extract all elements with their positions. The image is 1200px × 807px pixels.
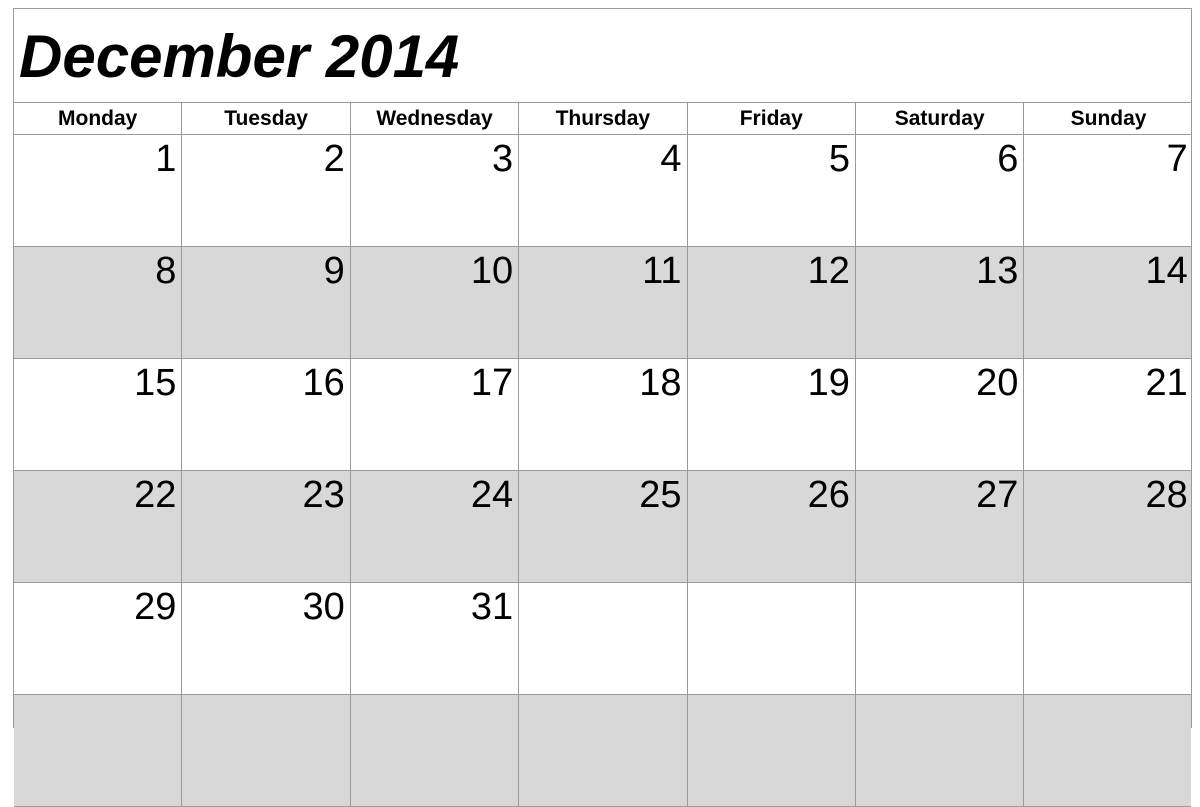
day-cell: 10 xyxy=(351,247,520,358)
day-number: 6 xyxy=(997,138,1019,180)
day-number: 27 xyxy=(976,474,1019,516)
day-cell: 8 xyxy=(14,247,183,358)
day-number: 21 xyxy=(1145,362,1188,404)
day-cell: 27 xyxy=(856,471,1025,582)
weekday-header-wednesday: Wednesday xyxy=(351,103,520,134)
day-cell xyxy=(1024,583,1192,694)
day-number: 16 xyxy=(302,362,345,404)
day-cell: 13 xyxy=(856,247,1025,358)
day-cell: 6 xyxy=(856,135,1025,246)
day-number: 29 xyxy=(134,586,177,628)
day-number: 23 xyxy=(302,474,345,516)
day-number: 19 xyxy=(807,362,850,404)
day-cell: 2 xyxy=(182,135,351,246)
day-cell xyxy=(856,583,1025,694)
day-cell: 17 xyxy=(351,359,520,470)
day-cell xyxy=(856,695,1025,806)
day-number: 26 xyxy=(807,474,850,516)
day-cell: 15 xyxy=(14,359,183,470)
day-cell: 21 xyxy=(1024,359,1192,470)
day-cell: 14 xyxy=(1024,247,1192,358)
weekday-header-friday: Friday xyxy=(688,103,856,134)
day-cell: 7 xyxy=(1024,135,1192,246)
week-row-6 xyxy=(14,695,1191,807)
day-cell: 18 xyxy=(519,359,688,470)
day-cell: 9 xyxy=(182,247,351,358)
day-number: 4 xyxy=(660,138,682,180)
day-number: 22 xyxy=(134,474,177,516)
day-number: 18 xyxy=(639,362,682,404)
weekday-header-tuesday: Tuesday xyxy=(182,103,351,134)
day-number: 15 xyxy=(134,362,177,404)
week-row-2: 8 9 10 11 12 13 14 xyxy=(14,247,1191,359)
day-cell xyxy=(688,583,856,694)
title-bar: December 2014 xyxy=(14,9,1191,103)
day-number: 11 xyxy=(642,250,682,292)
week-row-3: 15 16 17 18 19 20 21 xyxy=(14,359,1191,471)
week-row-5: 29 30 31 xyxy=(14,583,1191,695)
day-number: 5 xyxy=(828,138,850,180)
day-cell: 11 xyxy=(519,247,688,358)
day-number: 31 xyxy=(470,586,514,628)
day-cell: 4 xyxy=(519,135,688,246)
day-cell: 23 xyxy=(182,471,351,582)
day-number: 14 xyxy=(1145,250,1188,292)
day-cell xyxy=(351,695,520,806)
day-cell xyxy=(1024,695,1192,806)
day-cell: 29 xyxy=(14,583,183,694)
week-row-4: 22 23 24 25 26 27 28 xyxy=(14,471,1191,583)
week-row-1: 1 2 3 4 5 6 7 xyxy=(14,135,1191,247)
day-cell: 22 xyxy=(14,471,183,582)
weekday-header-monday: Monday xyxy=(14,103,183,134)
day-number: 30 xyxy=(302,586,345,628)
day-number: 10 xyxy=(470,250,514,292)
day-number: 28 xyxy=(1145,474,1188,516)
weekday-header-row: Monday Tuesday Wednesday Thursday Friday… xyxy=(14,103,1191,135)
day-cell: 30 xyxy=(182,583,351,694)
weekday-header-sunday: Sunday xyxy=(1070,107,1147,130)
day-number: 20 xyxy=(976,362,1019,404)
calendar-weeks: 1 2 3 4 5 6 7 8 9 10 11 12 13 14 15 16 1… xyxy=(14,135,1191,807)
day-number: 1 xyxy=(155,138,177,180)
day-cell xyxy=(14,695,183,806)
day-number: 24 xyxy=(470,474,514,516)
day-number: 8 xyxy=(155,250,177,292)
calendar-title: December 2014 xyxy=(19,23,460,90)
day-cell: 31 xyxy=(351,583,520,694)
calendar: December 2014 Monday Tuesday Wednesday T… xyxy=(13,8,1192,807)
day-cell: 3 xyxy=(351,135,520,246)
day-cell: 25 xyxy=(519,471,688,582)
day-number: 25 xyxy=(639,474,682,516)
day-cell: 26 xyxy=(688,471,856,582)
day-number: 13 xyxy=(976,250,1019,292)
day-cell: 24 xyxy=(351,471,520,582)
day-cell: 20 xyxy=(856,359,1025,470)
day-cell: 28 xyxy=(1024,471,1192,582)
day-cell: 5 xyxy=(688,135,856,246)
day-number: 3 xyxy=(492,138,514,180)
day-number: 12 xyxy=(807,250,850,292)
weekday-header-saturday: Saturday xyxy=(856,103,1025,134)
day-cell xyxy=(182,695,351,806)
day-number: 2 xyxy=(323,138,345,180)
day-cell: 1 xyxy=(14,135,183,246)
day-number: 7 xyxy=(1166,138,1188,180)
day-cell xyxy=(688,695,856,806)
day-cell: 16 xyxy=(182,359,351,470)
day-cell xyxy=(519,583,688,694)
weekday-header-thursday: Thursday xyxy=(519,103,688,134)
day-number: 17 xyxy=(470,362,514,404)
day-cell: 19 xyxy=(688,359,856,470)
day-number: 9 xyxy=(323,250,345,292)
day-cell: 12 xyxy=(688,247,856,358)
day-cell xyxy=(519,695,688,806)
